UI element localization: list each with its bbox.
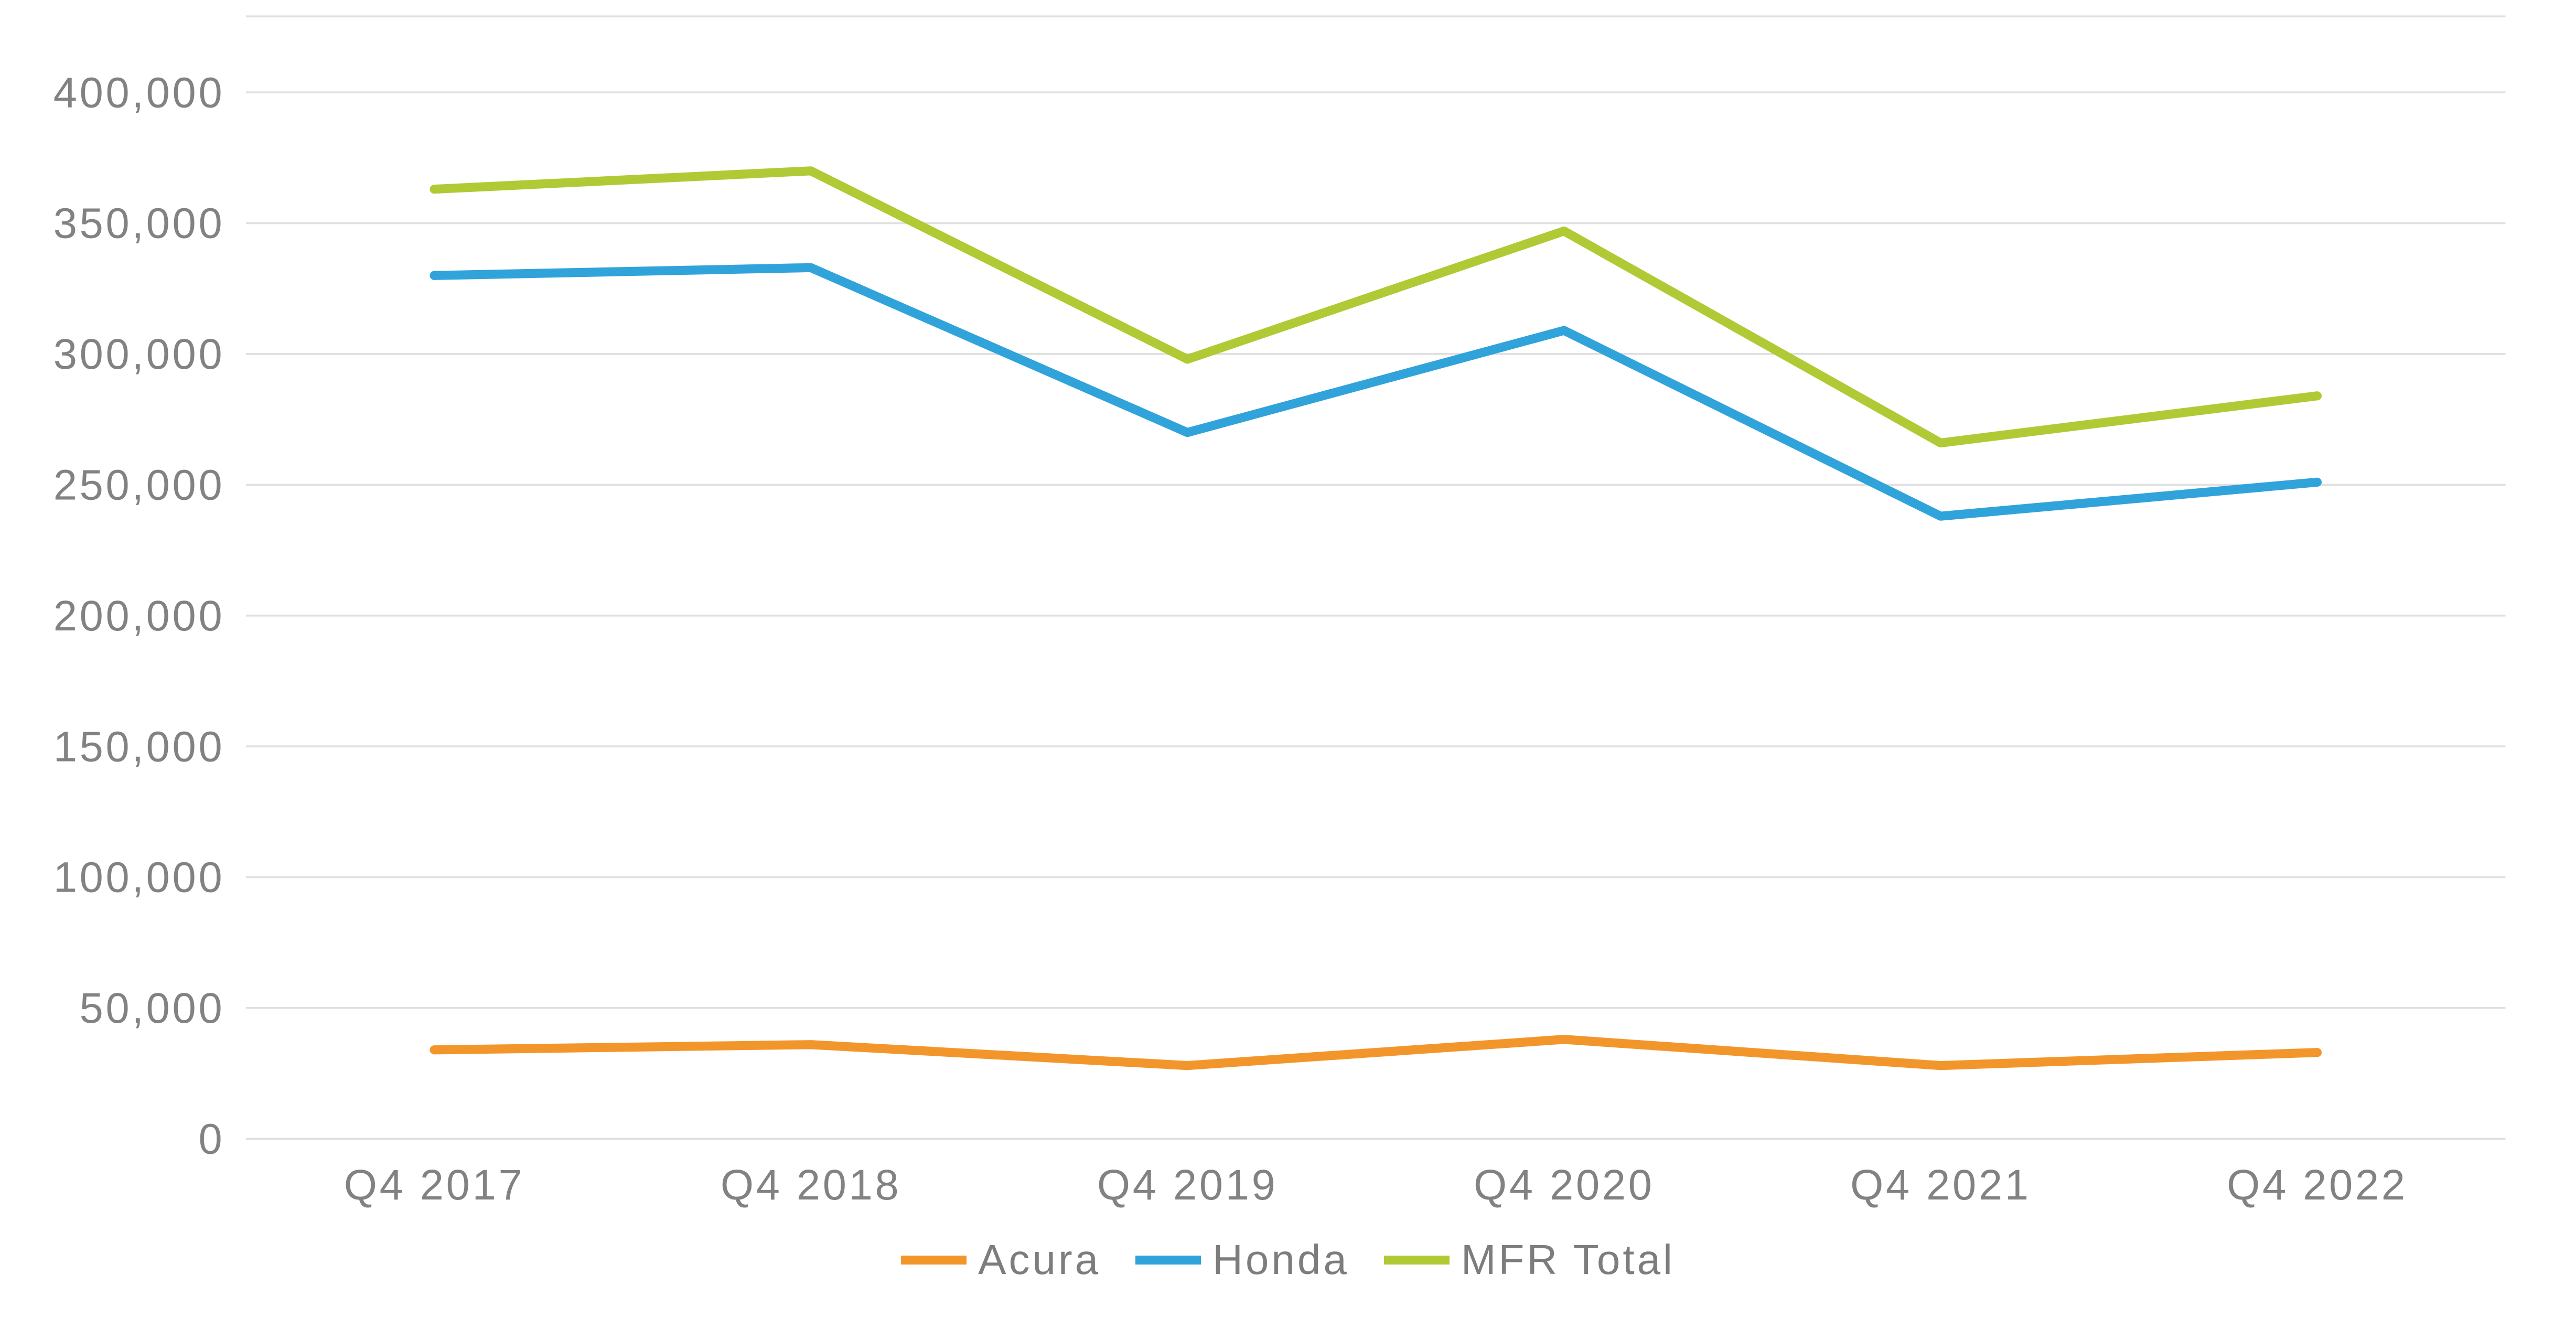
series-line-acura [430,1035,2322,1070]
legend-label-acura: Acura [978,1236,1101,1283]
legend-marker-honda [1135,1255,1201,1265]
gridlines [246,15,2506,1140]
x-category-label: Q4 2020 [1474,1161,1655,1209]
data-series-lines [430,166,2322,1070]
series-line-mfr-total [430,166,2322,448]
legend: Acura Honda MFR Total [0,1236,2576,1284]
series-line-honda [430,263,2322,521]
y-axis-tick-labels: 0 50,000 100,000 150,000 200,000 250,000 300,0… [53,69,225,1163]
y-tick-label: 400,000 [53,69,225,116]
y-tick-label: 50,000 [80,984,225,1032]
legend-marker-acura [901,1255,967,1265]
x-category-label: Q4 2018 [721,1161,901,1209]
legend-label-honda: Honda [1212,1236,1349,1283]
legend-item-acura: Acura [901,1236,1101,1284]
y-tick-label: 0 [198,1115,224,1163]
y-tick-label: 300,000 [53,330,225,378]
legend-label-mfr-total: MFR Total [1461,1236,1675,1283]
y-tick-label: 350,000 [53,200,225,248]
y-tick-label: 250,000 [53,461,225,509]
x-category-label: Q4 2022 [2227,1161,2408,1209]
x-category-label: Q4 2021 [1850,1161,2031,1209]
x-axis-category-labels: Q4 2017 Q4 2018 Q4 2019 Q4 2020 Q4 2021 Q4 20… [344,1161,2408,1209]
y-tick-label: 200,000 [53,592,225,640]
y-tick-label: 100,000 [53,854,225,902]
x-category-label: Q4 2017 [344,1161,525,1209]
legend-item-honda: Honda [1135,1236,1349,1284]
legend-marker-mfr-total [1383,1255,1450,1265]
y-tick-label: 150,000 [53,723,225,770]
x-category-label: Q4 2019 [1097,1161,1278,1209]
legend-item-mfr-total: MFR Total [1383,1236,1675,1284]
